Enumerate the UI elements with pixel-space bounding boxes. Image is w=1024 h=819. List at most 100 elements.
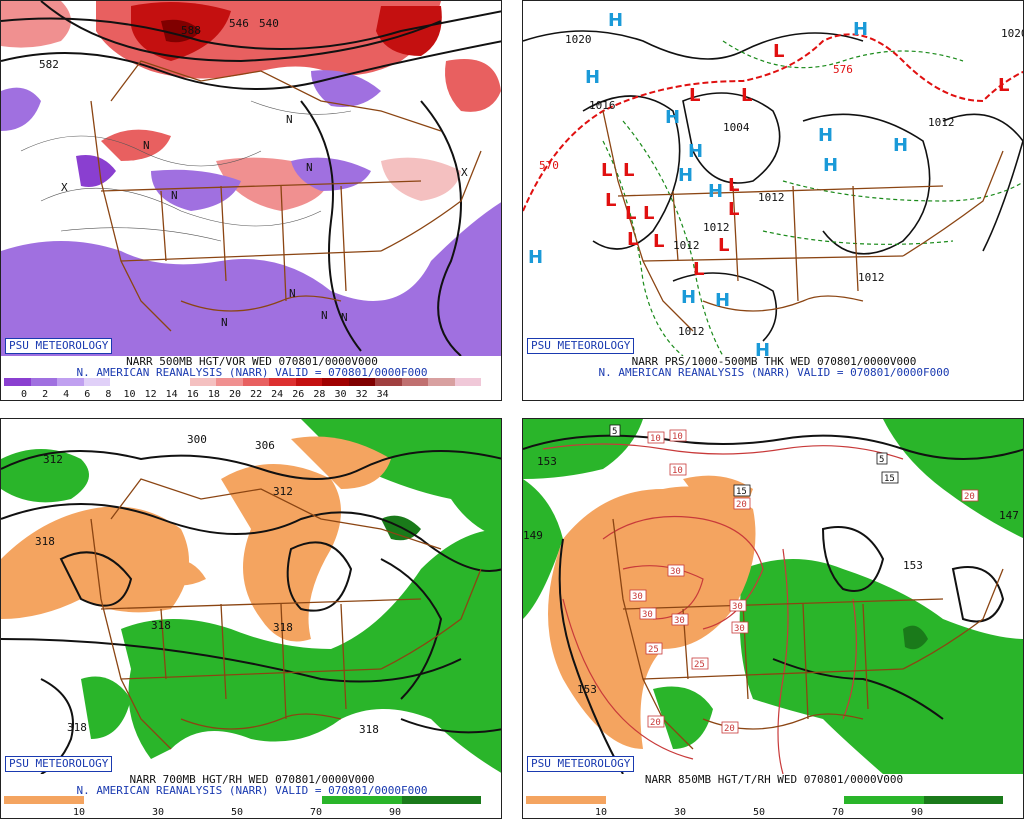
psu-badge: PSU METEOROLOGY — [527, 338, 635, 354]
isobar-label: 1012 — [858, 271, 885, 284]
vort-ne — [445, 59, 501, 112]
low-pressure-center: L — [693, 259, 704, 280]
panel-700mb-rh: 312 306 300 312 318 318 318 318 318 PSU … — [0, 418, 502, 819]
colorbar-segment — [163, 796, 243, 804]
vort-center — [161, 19, 201, 43]
high-pressure-center: H — [893, 135, 908, 156]
map-700mb-rh: 312 306 300 312 318 318 318 318 318 — [1, 419, 501, 774]
cell-label: X — [461, 166, 468, 179]
rh-dry-west — [1, 506, 189, 619]
colorbar-segment — [401, 378, 428, 386]
product-title: NARR 700MB HGT/RH WED 070801/0000V000 — [129, 773, 375, 786]
vort-core-2 — [376, 6, 442, 56]
high-pressure-center: H — [755, 340, 770, 356]
temp-box — [733, 497, 751, 510]
temp-box — [669, 429, 687, 442]
temp-box — [647, 431, 665, 444]
map-850mb-rh: 153 153 153 147 149 51010105152015303030… — [523, 419, 1023, 774]
colorbar-segment — [764, 796, 844, 804]
temp-box — [733, 484, 751, 497]
colorbar-segment — [30, 378, 57, 386]
height-contours — [1, 1, 501, 356]
colorbar-tick-label: 22 — [250, 389, 263, 400]
high-pressure-center: H — [665, 107, 680, 128]
colorbar-segment — [269, 378, 296, 386]
colorbar-tick-label: 6 — [84, 389, 91, 400]
temp-box — [881, 471, 899, 484]
colorbar-segment — [428, 378, 455, 386]
temp-box-label: 30 — [670, 567, 681, 577]
temp-box — [647, 715, 665, 728]
colorbar-tick-label: 0 — [20, 389, 28, 400]
cell-label: N — [286, 113, 293, 126]
valid-time: N. AMERICAN REANALYSIS (NARR) VALID = 07… — [76, 366, 428, 379]
high-pressure-center: H — [823, 155, 838, 176]
colorbar-tick-label: 70 — [309, 807, 323, 818]
temp-box-label: 20 — [736, 500, 747, 510]
height-label: 153 — [577, 683, 597, 696]
temp-box — [721, 721, 739, 734]
colorbar-segment — [844, 796, 924, 804]
temp-box-label: 20 — [724, 724, 735, 734]
low-pressure-center: L — [653, 231, 664, 252]
contour-label: 540 — [259, 17, 279, 30]
temp-box — [645, 642, 663, 655]
rh-moist-nw — [523, 419, 643, 479]
high-pressure-center: H — [688, 141, 703, 162]
temp-box-label: 30 — [632, 592, 643, 602]
colorbar-tick-label: 50 — [752, 807, 766, 818]
colorbar-segment — [685, 796, 765, 804]
contour-label: 318 — [35, 535, 55, 548]
contour-label: 312 — [43, 453, 63, 466]
colorbar-tick-label: 30 — [151, 807, 165, 818]
temp-box-label: 10 — [672, 466, 683, 476]
cell-label: X — [61, 181, 68, 194]
high-pressure-center: H — [681, 287, 696, 308]
cell-label: N — [306, 161, 313, 174]
low-pressure-center: L — [605, 190, 616, 211]
temp-box — [691, 657, 709, 670]
panel-850mb-rh: 153 153 153 147 149 5 10 10 10 5 15 20 15 30 30 30… — [522, 418, 1024, 819]
map-500mb-vorticity: 582 588 546 540 X N N N N N N N N X — [1, 1, 501, 356]
political-borders — [90, 60, 482, 332]
temp-box-label: 5 — [612, 427, 617, 437]
colorbar-segment — [242, 378, 269, 386]
rh-moist-east — [739, 559, 1023, 774]
product-title: NARR 850MB HGT/T/RH WED 070801/0000V000 — [644, 773, 904, 786]
product-title: NARR 500MB HGT/VOR WED 070801/0000V000 — [126, 355, 378, 368]
temp-box — [667, 564, 685, 577]
temp-box — [729, 599, 747, 612]
colorbar-tick-label: 2 — [42, 389, 49, 400]
high-pressure-center: H — [678, 165, 693, 186]
isobar-label: 1004 — [723, 121, 750, 134]
contour-label: 588 — [181, 24, 201, 37]
psu-badge: PSU METEOROLOGY — [5, 756, 113, 772]
high-pressure-center: H — [853, 19, 868, 40]
low-pressure-center: L — [998, 75, 1009, 96]
colorbar-tick-label: 10 — [123, 389, 136, 400]
colorbar-segment — [401, 796, 481, 804]
colorbar-tick-label: 24 — [271, 389, 284, 400]
vorticity-colorbar — [4, 378, 481, 386]
low-pressure-center: L — [718, 235, 729, 256]
neg-vort-nw — [76, 155, 116, 187]
low-pressure-center: L — [773, 41, 784, 62]
cell-label: N — [321, 309, 328, 322]
contour-label: 318 — [273, 621, 293, 634]
political-borders — [602, 110, 1004, 332]
colorbar-tick-label: 34 — [376, 389, 389, 400]
contour-label: 318 — [359, 723, 379, 736]
low-pressure-center: L — [601, 160, 612, 181]
rh-very-moist — [903, 625, 928, 650]
psu-badge: PSU METEOROLOGY — [5, 338, 113, 354]
thickness-label: 576 — [833, 63, 853, 76]
temp-box — [671, 613, 689, 626]
rh-colorbar — [526, 796, 1003, 804]
colorbar-segment — [605, 796, 685, 804]
colorbar-tick-label: 30 — [673, 807, 687, 818]
cell-label: N — [171, 189, 178, 202]
colorbar-segment — [83, 796, 163, 804]
political-borders — [90, 478, 482, 750]
cell-label: N — [289, 287, 296, 300]
